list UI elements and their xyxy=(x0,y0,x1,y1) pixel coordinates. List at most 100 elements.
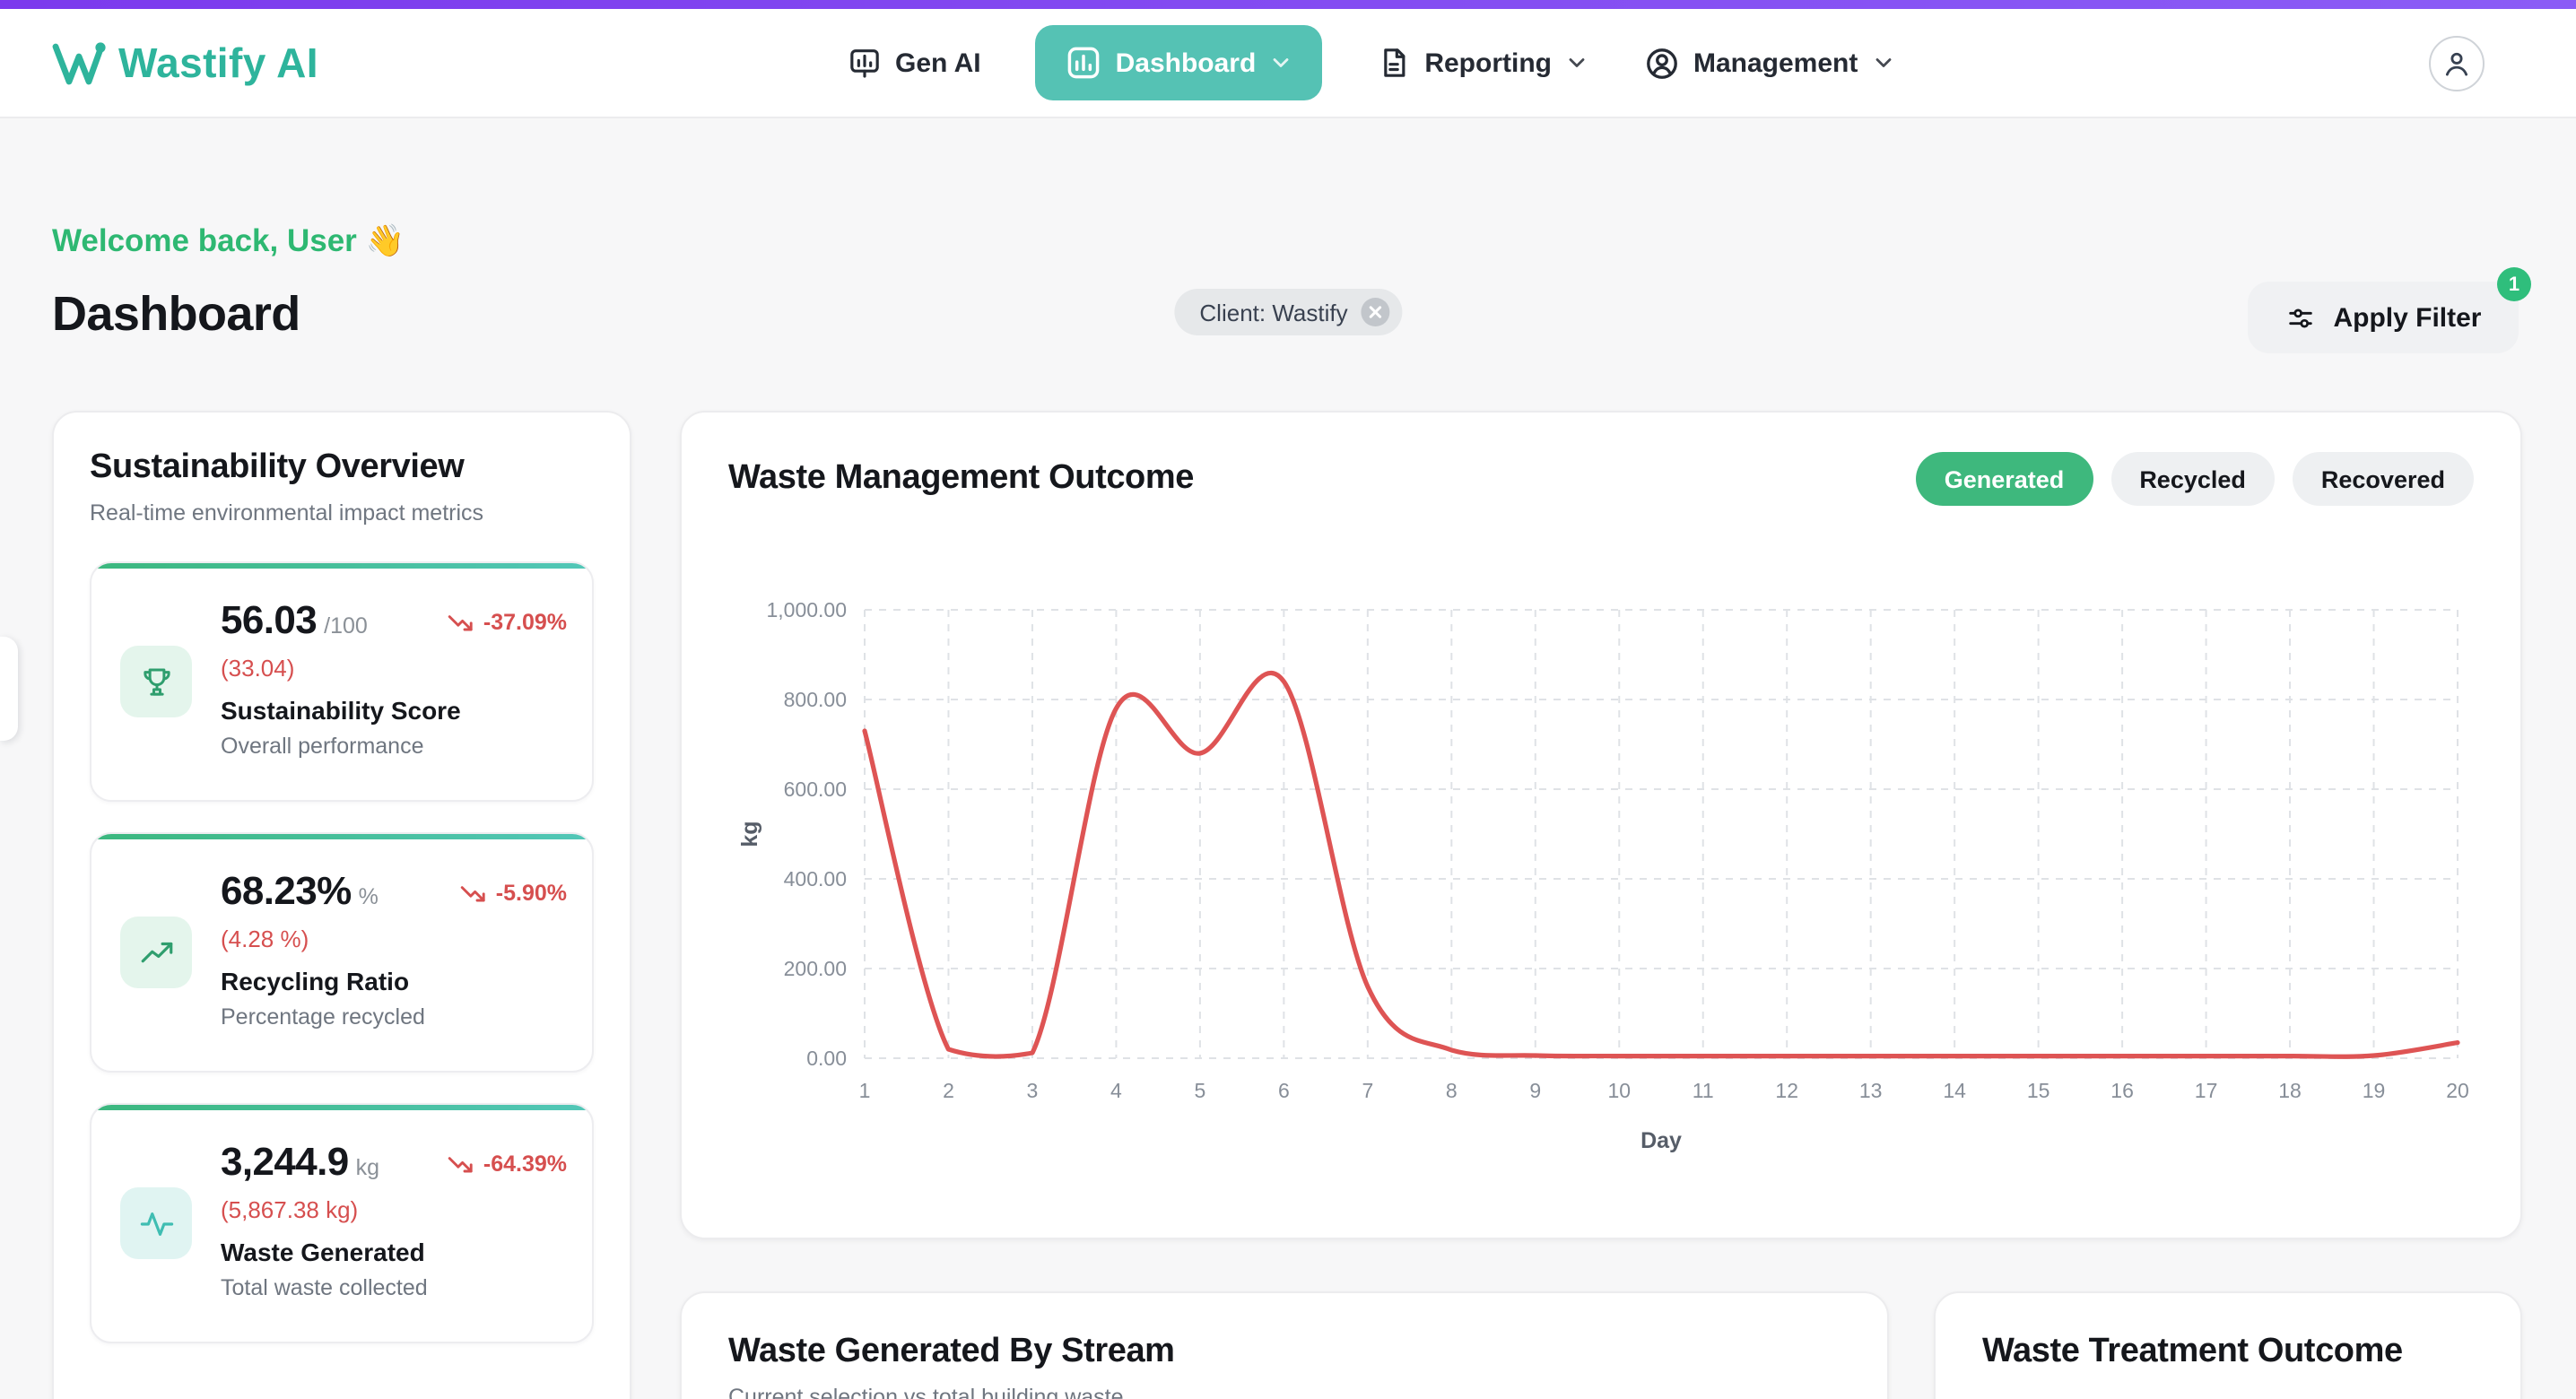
sustainability-subtitle: Real-time environmental impact metrics xyxy=(90,500,484,526)
nav-label: Gen AI xyxy=(895,48,981,78)
metric-body: 3,244.9 kg -64.39% (5,867.38 kg) Waste G… xyxy=(221,1105,567,1300)
navbar: Wastify AI Gen AI Dashboard Repo xyxy=(0,9,2576,118)
page-title: Dashboard xyxy=(52,287,300,341)
svg-text:13: 13 xyxy=(1859,1079,1883,1102)
waste-by-stream-card: Waste Generated By Stream Current select… xyxy=(680,1291,1889,1399)
svg-text:8: 8 xyxy=(1446,1079,1458,1102)
brand-logo[interactable]: Wastify AI xyxy=(52,9,318,117)
apply-filter-label: Apply Filter xyxy=(2333,302,2482,333)
tab-recycled[interactable]: Recycled xyxy=(2110,452,2275,506)
filter-count-badge: 1 xyxy=(2497,267,2531,301)
metric-value: 3,244.9 xyxy=(221,1139,349,1184)
trending-down-icon xyxy=(448,1157,474,1173)
metric-description: Total waste collected xyxy=(221,1275,428,1300)
metric-body: 68.23% % -5.90% (4.28 %) Recycling Ratio… xyxy=(221,834,567,1030)
metric-body: 56.03 /100 -37.09% (33.04) Sustainabilit… xyxy=(221,563,567,759)
sustainability-title: Sustainability Overview xyxy=(90,448,465,486)
chevron-down-icon xyxy=(1273,58,1289,67)
management-icon xyxy=(1647,48,1677,78)
wastify-logo-icon xyxy=(52,41,106,84)
activity-icon xyxy=(120,1187,192,1259)
brand-name: Wastify AI xyxy=(118,39,318,85)
chevron-down-icon xyxy=(1875,58,1891,67)
outcome-card-title: Waste Management Outcome xyxy=(728,459,1194,497)
svg-text:9: 9 xyxy=(1529,1079,1541,1102)
metric-accent-bar xyxy=(91,1105,592,1110)
filter-sliders-icon xyxy=(2288,308,2312,327)
metric-value: 56.03 xyxy=(221,597,318,642)
dashboard-icon xyxy=(1067,47,1099,79)
client-filter-chip[interactable]: Client: Wastify xyxy=(1174,289,1402,335)
outcome-tabs: Generated Recycled Recovered xyxy=(1915,452,2474,506)
svg-text:200.00: 200.00 xyxy=(784,957,847,980)
svg-text:10: 10 xyxy=(1607,1079,1631,1102)
welcome-message: Welcome back, User 👋 xyxy=(52,222,405,258)
trending-down-icon xyxy=(461,886,486,902)
trophy-icon xyxy=(120,646,192,717)
metric-card-sustainability-score[interactable]: 56.03 /100 -37.09% (33.04) Sustainabilit… xyxy=(90,561,594,802)
metric-delta: (33.04) xyxy=(221,655,295,682)
nav-label: Dashboard xyxy=(1115,48,1257,78)
tab-recovered[interactable]: Recovered xyxy=(2292,452,2474,506)
metric-card-recycling-ratio[interactable]: 68.23% % -5.90% (4.28 %) Recycling Ratio… xyxy=(90,832,594,1073)
trend-up-icon xyxy=(120,917,192,988)
metric-accent-bar xyxy=(91,834,592,839)
svg-text:600.00: 600.00 xyxy=(784,778,847,801)
nav-item-reporting[interactable]: Reporting xyxy=(1376,45,1589,81)
svg-text:12: 12 xyxy=(1775,1079,1798,1102)
sustainability-overview-card: Sustainability Overview Real-time enviro… xyxy=(52,411,631,1399)
stream-card-subtitle: Current selection vs total building wast… xyxy=(728,1385,1124,1399)
nav-label: Management xyxy=(1693,48,1858,78)
waste-treatment-outcome-card: Waste Treatment Outcome xyxy=(1934,1291,2522,1399)
reporting-icon xyxy=(1384,48,1405,77)
profile-button[interactable] xyxy=(2429,36,2485,91)
svg-text:4: 4 xyxy=(1110,1079,1122,1102)
svg-text:800.00: 800.00 xyxy=(784,688,847,711)
metric-delta: (5,867.38 kg) xyxy=(221,1196,359,1223)
metric-delta: (4.28 %) xyxy=(221,925,309,952)
metric-trend: -64.39% xyxy=(448,1151,567,1177)
metric-trend: -5.90% xyxy=(460,881,567,906)
svg-text:6: 6 xyxy=(1278,1079,1290,1102)
svg-text:400.00: 400.00 xyxy=(784,867,847,891)
svg-text:11: 11 xyxy=(1693,1079,1714,1102)
svg-text:0.00: 0.00 xyxy=(806,1047,847,1070)
metric-unit: kg xyxy=(355,1155,380,1180)
svg-text:1,000.00: 1,000.00 xyxy=(766,598,847,621)
nav-item-dashboard[interactable]: Dashboard xyxy=(1034,25,1323,100)
svg-text:5: 5 xyxy=(1194,1079,1205,1102)
main-nav: Gen AI Dashboard Reporting xyxy=(847,9,1895,117)
waste-management-outcome-card: Waste Management Outcome Generated Recyc… xyxy=(680,411,2522,1239)
metric-list: 56.03 /100 -37.09% (33.04) Sustainabilit… xyxy=(90,561,594,1343)
svg-text:20: 20 xyxy=(2446,1079,2469,1102)
metric-trend: -37.09% xyxy=(448,610,567,635)
client-filter-label: Client: Wastify xyxy=(1199,299,1348,326)
chevron-down-icon xyxy=(1569,58,1585,67)
left-edge-drawer-handle[interactable] xyxy=(0,637,18,741)
metric-unit: /100 xyxy=(324,613,368,639)
metric-value: 68.23% xyxy=(221,868,352,913)
top-accent-bar xyxy=(0,0,2576,9)
tab-generated[interactable]: Generated xyxy=(1915,452,2093,506)
svg-text:14: 14 xyxy=(1943,1079,1966,1102)
svg-text:18: 18 xyxy=(2278,1079,2302,1102)
apply-filter-button[interactable]: Apply Filter 1 xyxy=(2248,267,2531,353)
nav-label: Reporting xyxy=(1424,48,1552,78)
metric-name: Recycling Ratio xyxy=(221,967,410,995)
stream-card-title: Waste Generated By Stream xyxy=(728,1333,1175,1370)
svg-text:3: 3 xyxy=(1027,1079,1039,1102)
metric-card-waste-generated[interactable]: 3,244.9 kg -64.39% (5,867.38 kg) Waste G… xyxy=(90,1103,594,1343)
metric-name: Waste Generated xyxy=(221,1238,425,1266)
chip-close-icon[interactable] xyxy=(1360,298,1389,326)
nav-item-management[interactable]: Management xyxy=(1643,44,1895,82)
user-icon xyxy=(2445,52,2468,76)
gen-ai-icon xyxy=(850,49,879,78)
metric-unit: % xyxy=(358,884,379,909)
metric-accent-bar xyxy=(91,563,592,569)
svg-text:19: 19 xyxy=(2363,1079,2386,1102)
nav-item-gen-ai[interactable]: Gen AI xyxy=(847,45,981,81)
metric-description: Overall performance xyxy=(221,734,424,759)
metric-description: Percentage recycled xyxy=(221,1004,425,1030)
svg-text:1: 1 xyxy=(859,1079,871,1102)
